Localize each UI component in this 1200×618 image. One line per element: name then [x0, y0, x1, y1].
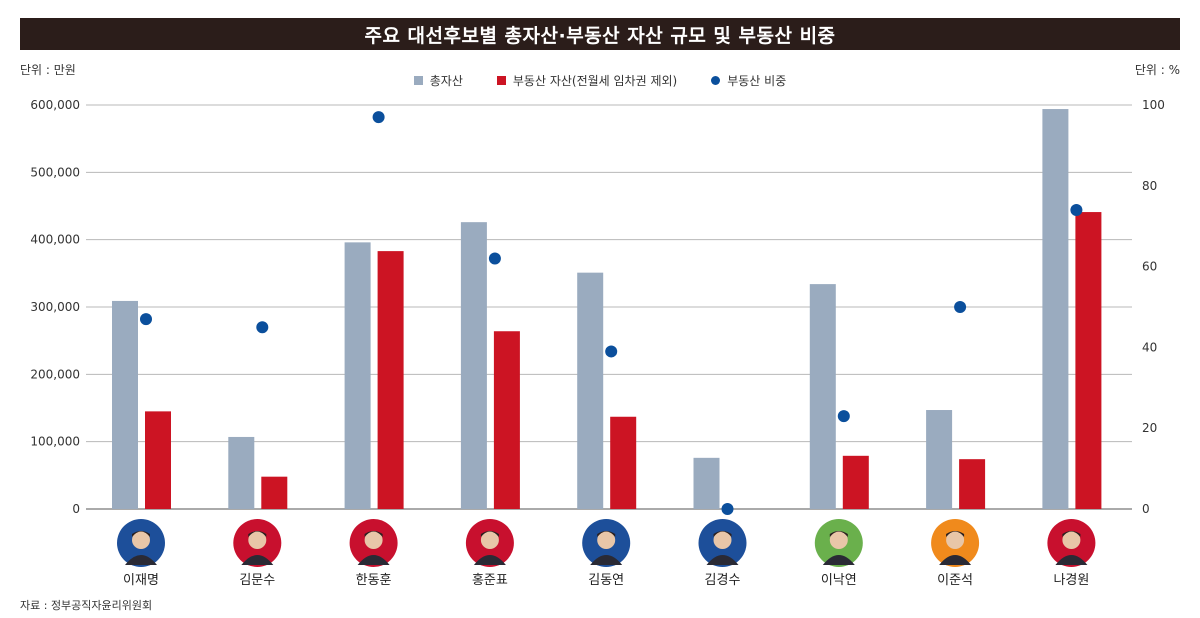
y-left-tick-label: 300,000 [30, 300, 80, 314]
x-category-label: 김동연 [588, 573, 624, 588]
candidate-face [829, 531, 848, 549]
candidate-hair [713, 531, 732, 537]
ratio-dot [837, 410, 850, 423]
legend-label-realestate: 부동산 자산(전월세 임차권 제외) [512, 74, 678, 88]
candidate-shoulders [706, 555, 739, 565]
legend-item-total: 총자산 [413, 72, 463, 89]
candidate-hair [248, 531, 267, 537]
bar-realestate [1075, 212, 1102, 509]
candidate-shoulders [822, 555, 855, 565]
bar-total [577, 272, 604, 509]
bar-realestate [377, 251, 404, 509]
candidate-hair [364, 531, 383, 537]
bar-total [926, 410, 953, 509]
x-category-label: 이낙연 [821, 573, 857, 588]
ratio-dot [605, 345, 618, 358]
candidate-hair [480, 531, 499, 537]
x-category-label: 한동훈 [356, 573, 392, 588]
candidate-shoulders [241, 555, 274, 565]
bar-realestate [610, 416, 637, 509]
ratio-dot [721, 503, 734, 515]
candidate-face [1062, 531, 1081, 549]
bar-realestate [493, 331, 520, 509]
source-note: 자료 : 정부공직자윤리위원회 [20, 599, 153, 612]
legend-label-total: 총자산 [429, 74, 463, 88]
candidate-hair [132, 531, 150, 537]
legend-item-realestate: 부동산 자산(전월세 임차권 제외) [496, 72, 678, 89]
candidate-face [597, 531, 616, 549]
candidate-shoulders [357, 555, 390, 565]
candidate-face [248, 531, 267, 549]
ratio-dot [1070, 204, 1083, 217]
bar-realestate [145, 411, 171, 509]
candidate-shoulders [590, 555, 623, 565]
legend: 총자산 부동산 자산(전월세 임차권 제외) 부동산 비중 [0, 72, 1200, 89]
legend-dot-ratio [711, 76, 721, 85]
legend-swatch-total [413, 76, 423, 85]
x-category-label: 이재명 [123, 573, 159, 588]
bar-realestate [959, 459, 986, 509]
ratio-dot [954, 301, 967, 313]
y-left-tick-label: 200,000 [30, 367, 80, 381]
candidate-hair [1062, 531, 1081, 537]
bar-total [344, 242, 371, 510]
candidate-hair [946, 531, 965, 537]
candidate-hair [597, 531, 616, 537]
y-right-tick-label: 100 [1142, 98, 1165, 112]
x-category-label: 이준석 [937, 573, 973, 588]
candidate-shoulders [1055, 555, 1088, 565]
y-right-tick-label: 0 [1142, 502, 1150, 516]
y-right-tick-label: 60 [1142, 260, 1157, 274]
legend-label-ratio: 부동산 비중 [727, 74, 787, 88]
candidate-face [364, 531, 383, 549]
x-category-label: 홍준표 [472, 573, 508, 588]
candidate-face [480, 531, 499, 549]
left-axis-unit: 단위 : 만원 [20, 63, 76, 77]
bar-total [112, 300, 138, 509]
ratio-dot [256, 321, 269, 334]
y-left-tick-label: 400,000 [30, 233, 80, 247]
bar-total [228, 436, 255, 509]
candidate-face [132, 531, 150, 549]
y-right-tick-label: 40 [1142, 340, 1157, 354]
bar-total [809, 284, 836, 509]
chart-title: 주요 대선후보별 총자산·부동산 자산 규모 및 부동산 비중 [20, 18, 1180, 50]
y-left-tick-label: 500,000 [30, 165, 80, 179]
x-category-label: 김문수 [239, 573, 275, 588]
right-axis-unit: 단위 : % [1134, 63, 1180, 77]
legend-swatch-realestate [496, 76, 506, 85]
x-category-label: 나경원 [1053, 573, 1089, 588]
candidate-face [713, 531, 732, 549]
y-right-tick-label: 20 [1142, 421, 1157, 435]
x-category-label: 김경수 [705, 573, 741, 588]
bar-total [460, 222, 487, 509]
candidate-shoulders [125, 555, 157, 565]
ratio-dot [372, 111, 385, 124]
ratio-dot [140, 313, 152, 326]
candidate-shoulders [939, 555, 972, 565]
y-left-tick-label: 600,000 [30, 98, 80, 112]
y-right-tick-label: 80 [1142, 179, 1157, 193]
candidate-face [946, 531, 965, 549]
legend-item-ratio: 부동산 비중 [711, 72, 786, 89]
candidate-shoulders [473, 555, 506, 565]
bar-total [1042, 109, 1069, 509]
y-left-tick-label: 0 [72, 502, 80, 516]
candidate-hair [829, 531, 848, 537]
bar-realestate [261, 476, 288, 509]
ratio-dot [488, 252, 501, 265]
bar-realestate [842, 455, 869, 509]
y-left-tick-label: 100,000 [30, 435, 80, 449]
bar-total [693, 457, 720, 509]
